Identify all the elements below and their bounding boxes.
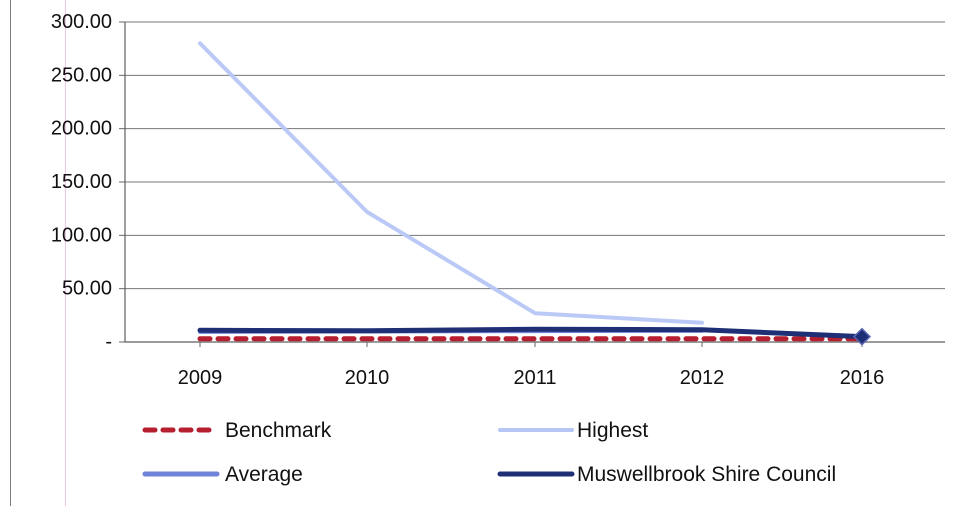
- legend: Benchmark Highest Average Muswellbrook Shir…: [142, 419, 836, 486]
- x-tick-label: 2012: [680, 367, 725, 389]
- legend-label-benchmark: Benchmark: [225, 419, 332, 442]
- x-tick-label: 2011: [513, 367, 556, 389]
- x-tick-label: 2009: [178, 367, 223, 389]
- highest-line: [198, 41, 704, 325]
- left-guide-line: [65, 0, 66, 506]
- legend-label-average: Average: [225, 463, 303, 486]
- y-tick-label: 50.00: [62, 278, 112, 300]
- y-tick-label: 200.00: [51, 118, 112, 140]
- series-lines: [197, 41, 872, 346]
- left-border-line: [10, 0, 11, 506]
- gridlines: [125, 21, 945, 343]
- x-tick-label: 2010: [345, 367, 390, 389]
- x-tick-label: 2016: [840, 367, 885, 389]
- y-tick-label: 150.00: [51, 171, 112, 193]
- y-tick-label: 100.00: [51, 224, 112, 246]
- legend-label-muswellbrook-shire-council: Muswellbrook Shire Council: [577, 463, 836, 486]
- y-tick-label: 300.00: [51, 11, 112, 33]
- axes: [119, 21, 863, 347]
- tick-labels: - 50.00 100.00 150.00 200.00 250.00 300.00 2009…: [51, 11, 884, 389]
- muswellbrook-shire-council-line: [197, 326, 865, 340]
- muswellbrook-shire-council-2016-marker: [852, 327, 872, 346]
- legend-label-highest: Highest: [577, 419, 648, 442]
- y-tick-label: 250.00: [51, 64, 112, 86]
- y-tick-label: -: [105, 331, 112, 353]
